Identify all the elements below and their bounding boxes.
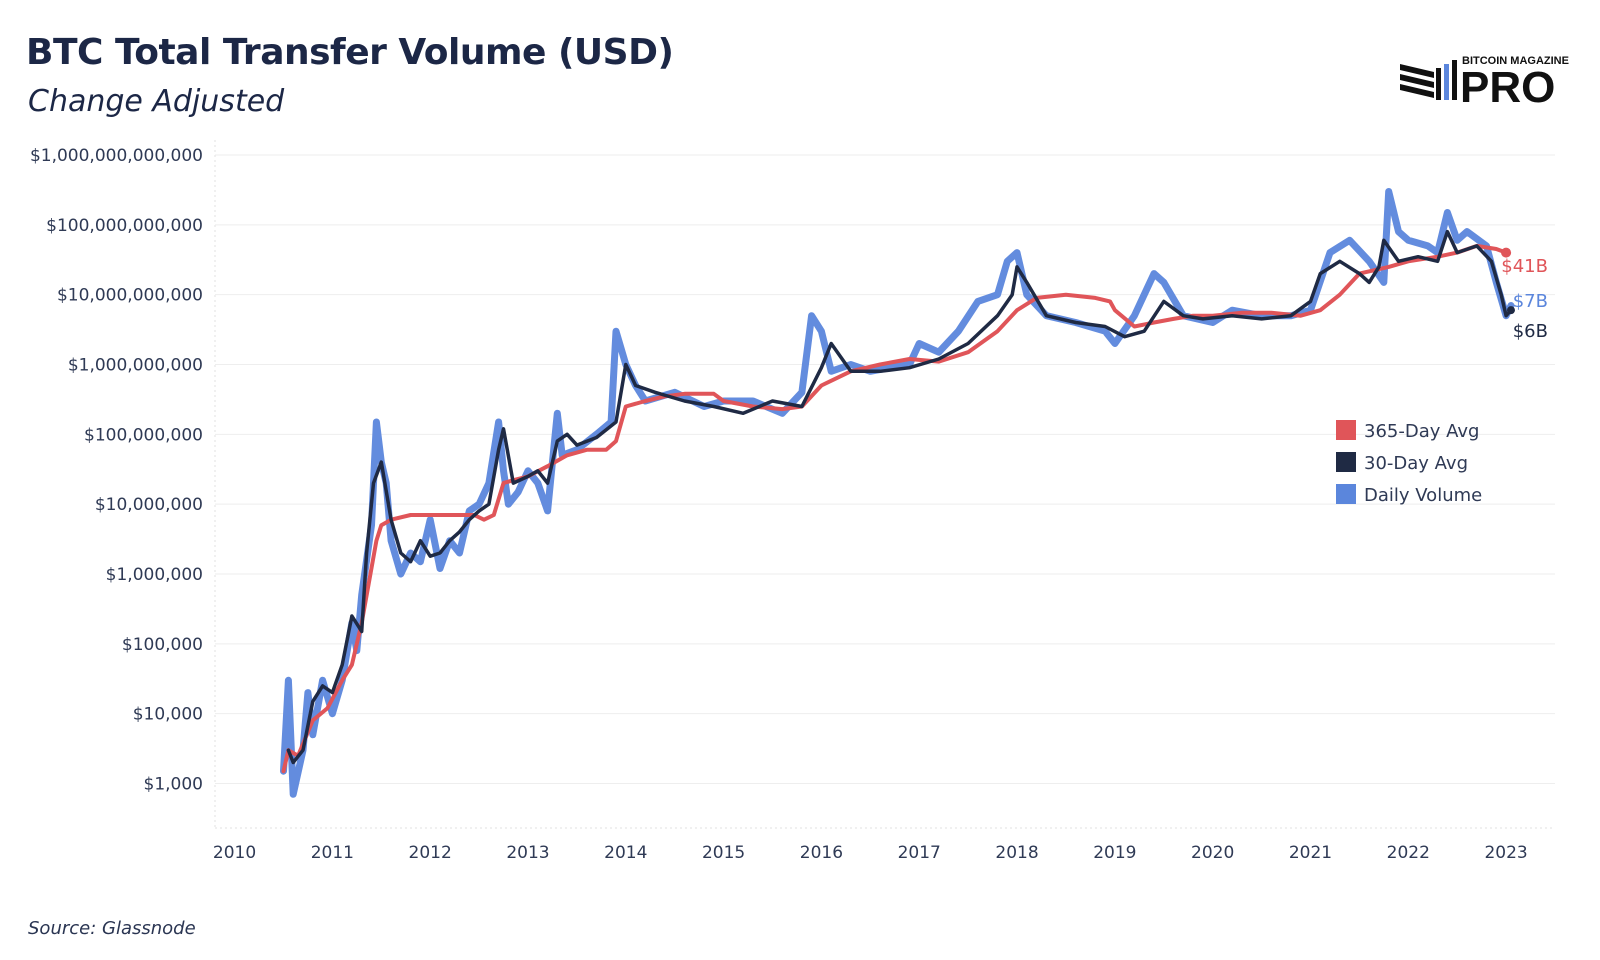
y-tick-label: $10,000,000 [95, 495, 203, 515]
y-tick-label: $10,000 [133, 705, 203, 725]
x-tick-label: 2019 [1093, 843, 1136, 863]
series-line-daily-volume [280, 188, 1515, 798]
y-tick-label: $100,000,000 [84, 425, 203, 445]
x-tick-label: 2011 [311, 843, 354, 863]
legend-swatch [1336, 484, 1356, 504]
legend-swatch [1336, 452, 1356, 472]
x-tick-label: 2021 [1289, 843, 1332, 863]
series-line-365-day-avg [281, 243, 1509, 774]
bars-logo-icon [1400, 60, 1457, 100]
logo-main-text: PRO [1460, 63, 1555, 112]
x-tick-label: 2015 [702, 843, 745, 863]
chart-title: BTC Total Transfer Volume (USD) [26, 32, 674, 73]
legend-label: 30-Day Avg [1364, 453, 1468, 474]
x-tick-label: 2010 [213, 843, 256, 863]
x-tick-label: 2013 [506, 843, 549, 863]
y-tick-label: $1,000,000,000 [68, 355, 203, 375]
x-tick-label: 2012 [409, 843, 452, 863]
y-tick-label: $1,000,000,000,000 [30, 146, 203, 166]
x-tick-label: 2022 [1387, 843, 1430, 863]
logo-top-text: BITCOIN MAGAZINE [1462, 55, 1569, 67]
x-tick-label: 2014 [604, 843, 647, 863]
chart-subtitle: Change Adjusted [28, 84, 285, 119]
y-tick-label: $10,000,000,000 [57, 286, 203, 306]
end-value-label: $41B [1501, 256, 1548, 277]
series-line-30-day-avg [286, 229, 1513, 765]
y-tick-label: $1,000,000 [106, 565, 203, 585]
x-tick-label: 2016 [800, 843, 843, 863]
y-tick-label: $100,000,000,000 [46, 216, 203, 236]
x-tick-label: 2023 [1484, 843, 1527, 863]
legend-label: Daily Volume [1364, 485, 1482, 506]
legend-label: 365-Day Avg [1364, 421, 1479, 442]
source-note: Source: Glassnode [28, 918, 196, 939]
end-point-365-day-avg [1501, 247, 1512, 258]
bitcoin-magazine-pro-logo: BITCOIN MAGAZINE PRO [1400, 55, 1569, 112]
x-tick-label: 2020 [1191, 843, 1234, 863]
x-tick-label: 2017 [898, 843, 941, 863]
end-value-label: $6B [1513, 321, 1548, 342]
end-value-label: $7B [1513, 291, 1548, 312]
legend-swatch [1336, 420, 1356, 440]
x-tick-label: 2018 [995, 843, 1038, 863]
end-point-30-day-avg [1506, 306, 1515, 315]
y-tick-label: $1,000 [144, 774, 203, 794]
y-tick-label: $100,000 [122, 635, 203, 655]
